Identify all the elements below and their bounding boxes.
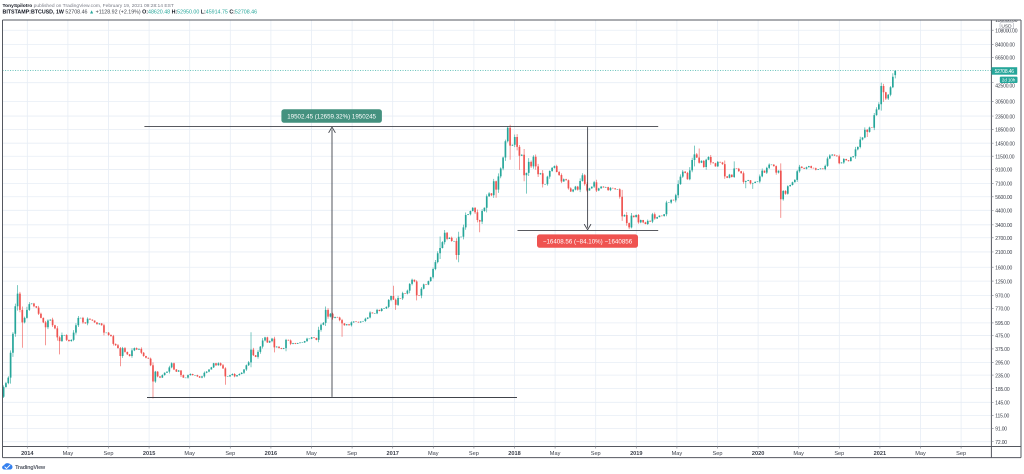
svg-text:84000.00: 84000.00 <box>995 43 1015 49</box>
svg-text:2015: 2015 <box>143 451 155 457</box>
svg-text:595.00: 595.00 <box>995 321 1010 327</box>
svg-text:14500.00: 14500.00 <box>995 141 1015 147</box>
svg-text:2020: 2020 <box>752 451 764 457</box>
svg-text:2018: 2018 <box>508 451 520 457</box>
svg-text:145.00: 145.00 <box>995 401 1010 407</box>
svg-text:2021: 2021 <box>874 451 886 457</box>
svg-text:23500.00: 23500.00 <box>995 114 1015 120</box>
svg-text:Sep: Sep <box>469 451 479 457</box>
svg-text:2700.00: 2700.00 <box>995 236 1012 242</box>
svg-text:Sep: Sep <box>956 451 966 457</box>
svg-text:66500.00: 66500.00 <box>995 56 1015 62</box>
svg-text:USD: USD <box>1001 23 1012 29</box>
svg-text:18500.00: 18500.00 <box>995 128 1015 134</box>
svg-text:2019: 2019 <box>630 451 642 457</box>
svg-text:May: May <box>184 451 195 457</box>
svg-text:115.00: 115.00 <box>995 414 1009 420</box>
svg-text:Sep: Sep <box>834 451 844 457</box>
svg-text:108000.00: 108000.00 <box>995 28 1017 34</box>
svg-text:May: May <box>550 451 561 457</box>
svg-text:Sep: Sep <box>591 451 601 457</box>
svg-text:19502.45 (12659.32%) 1950245: 19502.45 (12659.32%) 1950245 <box>287 113 376 120</box>
svg-text:970.00: 970.00 <box>995 294 1010 300</box>
svg-text:475.00: 475.00 <box>995 334 1010 340</box>
svg-text:52708.46: 52708.46 <box>995 69 1015 75</box>
svg-text:May: May <box>793 451 804 457</box>
svg-text:TonySpilotro published on Trad: TonySpilotro published on TradingView.co… <box>3 3 174 9</box>
svg-text:2014: 2014 <box>21 451 34 457</box>
svg-text:770.00: 770.00 <box>995 307 1010 313</box>
svg-text:42500.00: 42500.00 <box>995 83 1015 89</box>
svg-text:Sep: Sep <box>225 451 235 457</box>
svg-text:2d 10h: 2d 10h <box>1002 77 1016 82</box>
svg-text:2017: 2017 <box>386 451 398 457</box>
svg-text:375.00: 375.00 <box>995 347 1010 353</box>
svg-text:2016: 2016 <box>265 451 277 457</box>
svg-text:91.00: 91.00 <box>995 427 1007 433</box>
svg-text:5600.00: 5600.00 <box>995 195 1012 201</box>
svg-text:11500.00: 11500.00 <box>995 154 1014 160</box>
svg-text:Sep: Sep <box>347 451 357 457</box>
svg-text:May: May <box>306 451 317 457</box>
svg-text:295.00: 295.00 <box>995 361 1010 367</box>
svg-text:TradingView: TradingView <box>15 465 46 471</box>
svg-text:May: May <box>915 451 926 457</box>
svg-text:−16408.56 (−84.10%) −1640856: −16408.56 (−84.10%) −1640856 <box>543 239 633 246</box>
svg-text:May: May <box>428 451 439 457</box>
svg-text:7100.00: 7100.00 <box>995 182 1012 188</box>
svg-text:May: May <box>672 451 683 457</box>
svg-text:2100.00: 2100.00 <box>995 250 1012 256</box>
svg-text:1600.00: 1600.00 <box>995 265 1012 271</box>
svg-text:30500.00: 30500.00 <box>995 100 1015 106</box>
svg-text:9100.00: 9100.00 <box>995 168 1012 174</box>
svg-text:235.00: 235.00 <box>995 373 1010 379</box>
svg-text:72.00: 72.00 <box>995 440 1007 446</box>
svg-text:May: May <box>63 451 74 457</box>
svg-text:Sep: Sep <box>713 451 723 457</box>
svg-text:3400.00: 3400.00 <box>995 223 1012 229</box>
svg-text:BITSTAMP:BTCUSD, 1W 52708.46 ▲: BITSTAMP:BTCUSD, 1W 52708.46 ▲ +1128.92 … <box>3 9 258 15</box>
svg-text:1250.00: 1250.00 <box>995 279 1012 285</box>
svg-text:185.00: 185.00 <box>995 387 1010 393</box>
svg-text:Sep: Sep <box>104 451 114 457</box>
svg-text:4400.00: 4400.00 <box>995 209 1012 215</box>
